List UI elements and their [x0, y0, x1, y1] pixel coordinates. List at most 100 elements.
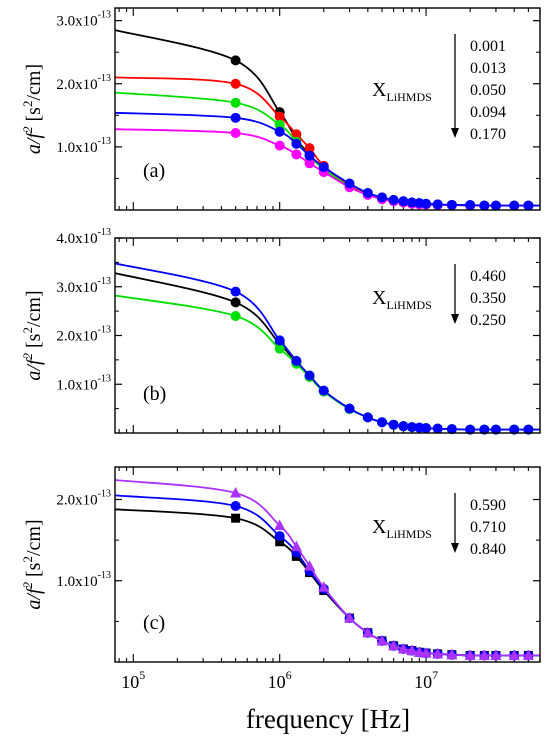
data-point [274, 335, 285, 346]
y-axis-label-unit-tail: /cm] [23, 64, 45, 101]
data-point [490, 649, 502, 660]
legend-value: 0.001 [470, 38, 506, 55]
y-axis-label: a/f2 [s2/cm] [20, 64, 45, 154]
x-tick-label: 105 [121, 668, 145, 692]
y-axis-label-unit-exponent: 2 [20, 556, 35, 563]
legend-arrow-head [451, 128, 459, 138]
y-axis-label-unit-tail: /cm] [23, 290, 45, 327]
y-tick-exponent: -13 [98, 489, 111, 500]
data-point [344, 612, 356, 623]
data-point [274, 111, 285, 122]
data-point [318, 581, 330, 592]
data-point [274, 119, 285, 130]
data-point [290, 540, 302, 552]
y-axis-label-unit: [s [23, 562, 45, 582]
legend: XLiHMDS 0.590 0.710 0.840 [372, 493, 506, 558]
data-point [421, 198, 432, 209]
data-point [432, 423, 443, 434]
y-axis-label-quantity: a/f [23, 131, 45, 155]
legend-arrow-head [451, 543, 459, 553]
data-point [230, 97, 241, 108]
data-point [230, 311, 241, 321]
legend-variable: XLiHMDS [372, 516, 432, 541]
data-point [274, 126, 285, 137]
legend-variable-main: X [372, 516, 387, 538]
y-axis-label-exponent: 2 [20, 352, 35, 359]
data-point [509, 200, 520, 211]
y-tick-label: 1.0x10-13 [56, 373, 111, 393]
data-point [508, 649, 520, 660]
data-point [479, 200, 490, 211]
y-axis-label-unit-exponent: 2 [20, 327, 35, 334]
y-tick-exponent: -13 [98, 276, 111, 287]
data-point [362, 187, 373, 198]
data-point [406, 422, 417, 433]
data-point [230, 487, 242, 498]
data-point [406, 644, 418, 656]
data-point [304, 158, 315, 169]
data-point [291, 138, 302, 149]
data-point [432, 199, 443, 210]
data-point [304, 143, 315, 154]
data-point [318, 385, 329, 396]
data-point [397, 643, 409, 654]
y-tick-mantissa: 1.0x10 [56, 574, 97, 590]
y-tick-mantissa: 4.0x10 [56, 231, 97, 247]
y-tick-mantissa: 3.0x10 [56, 280, 97, 296]
data-point [509, 424, 520, 435]
data-point [304, 370, 315, 381]
y-axis-label-unit-exponent: 2 [20, 101, 35, 108]
data-point [274, 343, 285, 354]
data-point [446, 648, 458, 660]
data-point [275, 537, 285, 547]
series-3 [114, 262, 540, 435]
y-tick-exponent: -13 [98, 325, 111, 336]
data-point [522, 649, 534, 660]
legend-variable-subscript: LiHMDS [386, 90, 431, 104]
data-point [304, 150, 315, 161]
legend-value: 0.170 [470, 126, 506, 143]
data-point [291, 355, 302, 366]
data-point [230, 55, 241, 66]
plot-frame [114, 237, 541, 434]
data-point [406, 197, 417, 208]
data-point [478, 649, 490, 660]
y-tick-mantissa: 1.0x10 [56, 377, 97, 393]
y-axis-label-quantity: a/f [23, 357, 45, 381]
series-3 [114, 479, 540, 660]
y-axis-label: a/f2 [s2/cm] [20, 519, 45, 609]
y-tick-exponent: -13 [98, 373, 111, 384]
x-tick-base: 10 [268, 672, 286, 692]
y-axis-label-unit-tail: /cm] [23, 519, 45, 556]
legend-variable-subscript: LiHMDS [386, 527, 431, 541]
y-tick-label: 3.0x10-13 [56, 276, 111, 296]
y-axis-label-quantity: a/f [23, 586, 45, 610]
panel-label: (b) [143, 383, 166, 405]
y-tick-mantissa: 2.0x10 [56, 329, 97, 345]
panel-a: 1.0x10-132.0x10-133.0x10-13(a)XLiHMDS0.0… [20, 7, 541, 211]
y-tick-mantissa: 2.0x10 [56, 493, 97, 509]
data-point [231, 513, 241, 523]
panel-b: 1.0x10-132.0x10-133.0x10-134.0x10-13(b)X… [20, 227, 541, 435]
y-tick-label: 3.0x10-13 [56, 10, 111, 30]
data-point [464, 649, 476, 660]
y-tick-exponent: -13 [98, 570, 111, 581]
y-tick-exponent: -13 [98, 73, 111, 84]
data-point [432, 647, 444, 659]
legend-variable: XLiHMDS [372, 79, 432, 104]
x-tick-base: 10 [414, 672, 432, 692]
y-axis-label-exponent: 2 [20, 581, 35, 588]
data-point [274, 531, 285, 542]
data-point [465, 424, 476, 435]
data-point [230, 286, 241, 297]
x-tick-exponent: 7 [432, 668, 438, 682]
legend: XLiHMDS 0.001 0.013 0.050 0.094 0.170 [372, 34, 506, 143]
panel-label: (a) [143, 160, 165, 182]
legend-value: 0.050 [470, 82, 506, 99]
data-point [376, 634, 388, 646]
series-5 [114, 111, 540, 211]
data-point [465, 199, 476, 210]
data-point [479, 424, 490, 435]
legend-value: 0.250 [470, 312, 506, 329]
